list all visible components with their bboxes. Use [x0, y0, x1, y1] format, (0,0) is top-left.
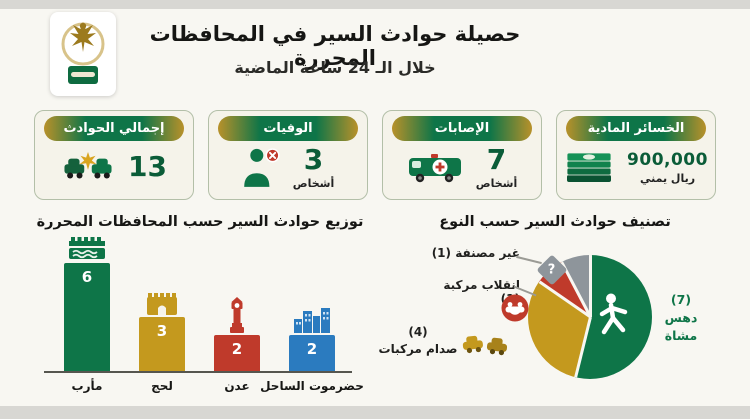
bar-column-lahij: 3 لحج	[139, 293, 185, 393]
stat-card-title: الإصابات	[391, 116, 533, 141]
bar-rect: 2	[214, 335, 260, 371]
bar-column-hadramaut: 2 حضرموت الساحل	[260, 307, 364, 393]
pie-chart-title: تصنيف حوادث السير حسب النوع	[439, 214, 671, 230]
bar-rect: 3	[139, 317, 185, 371]
pie-label-pedestrian-value: (7)	[670, 292, 692, 307]
organization-logo	[50, 12, 116, 96]
pie-label-collision: (4) صدام مركبات	[372, 324, 464, 359]
ambulance-icon	[408, 154, 461, 183]
stat-unit: أشخاص	[475, 177, 518, 190]
stats-row: إجمالي الحوادث 13 الوفيات	[34, 110, 716, 200]
bar-label: عدن	[224, 379, 250, 393]
pie-slice-divider	[588, 255, 592, 317]
pie-label-pedestrian: (7) دهس مشاة	[648, 291, 714, 345]
city-skyline-icon	[294, 308, 330, 333]
clock-tower-icon	[230, 297, 244, 333]
bar-rect: 2	[289, 335, 335, 371]
pie-label-pedestrian-text: دهس مشاة	[664, 310, 698, 344]
dam-icon	[69, 237, 105, 259]
stat-card-deaths: الوفيات 3 أشخاص	[208, 110, 368, 200]
stat-value: 7	[486, 143, 507, 176]
pie-label-unclassified: غير مصنفة (1)	[431, 246, 520, 260]
pie-label-collision-text: صدام مركبات	[378, 342, 458, 357]
pie-label-collision-value: (4)	[408, 325, 428, 339]
bar-label: لحج	[151, 379, 173, 393]
bar-column-marib: 6 مأرب	[64, 237, 110, 393]
bar-label: حضرموت الساحل	[260, 379, 364, 393]
bar-chart-title: توزيع حوادث السير حسب المحافظات المحررة	[36, 214, 364, 230]
stat-unit: أشخاص	[292, 177, 335, 190]
stat-card-title: الخسائر المادية	[565, 116, 707, 141]
cash-stack-icon	[566, 152, 612, 182]
page-subtitle: خلال الـ 24 ساعة الماضية	[234, 58, 436, 77]
pie-slice-divider	[573, 316, 592, 378]
pedestrian-icon	[599, 293, 628, 335]
military-emblem-icon	[61, 22, 105, 84]
bar-column-aden: 2 عدن	[214, 297, 260, 393]
stat-value: 3	[303, 143, 324, 176]
deceased-person-icon	[243, 148, 280, 187]
bar-label: مأرب	[71, 379, 103, 393]
stat-value: 900,000	[627, 149, 708, 170]
bar-value: 6	[81, 268, 93, 286]
page-title: حصيلة حوادث السير في المحافظات المحررة	[149, 22, 521, 70]
car-crash-icon	[64, 152, 112, 179]
stat-value: 13	[128, 149, 167, 183]
stat-card-total-accidents: إجمالي الحوادث 13	[34, 110, 194, 200]
stat-card-injuries: الإصابات 7 أشخاص	[382, 110, 542, 200]
fort-icon	[147, 293, 177, 315]
top-border-strip	[0, 0, 750, 9]
leader-line	[516, 255, 542, 265]
stat-card-title: إجمالي الحوادث	[43, 116, 185, 141]
bar-value: 3	[156, 322, 168, 340]
stat-card-title: الوفيات	[217, 116, 359, 141]
stat-unit: ريال يمني	[639, 171, 696, 185]
bar-rect: 6	[64, 263, 110, 371]
bar-value: 2	[306, 340, 318, 358]
car-collision-icon	[462, 335, 508, 356]
bar-chart-baseline	[44, 371, 352, 373]
bar-value: 2	[231, 340, 243, 358]
stat-card-material-losses: الخسائر المادية 900,000 ريال يمني	[556, 110, 716, 200]
bottom-border-strip	[0, 406, 750, 419]
rollover-icon	[501, 294, 529, 322]
